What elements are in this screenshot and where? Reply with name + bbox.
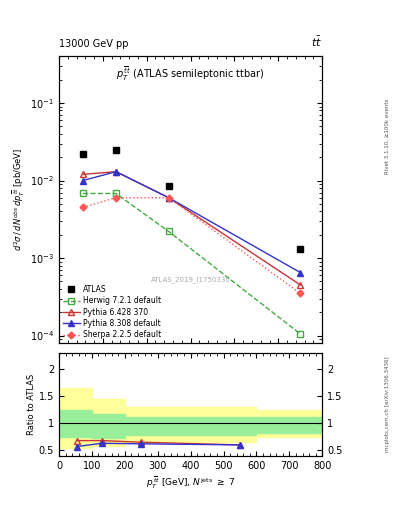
- Text: ATLAS_2019_I1750330: ATLAS_2019_I1750330: [151, 276, 231, 283]
- Text: 13000 GeV pp: 13000 GeV pp: [59, 38, 129, 49]
- Text: mcplots.cern.ch [arXiv:1306.3436]: mcplots.cern.ch [arXiv:1306.3436]: [385, 357, 389, 452]
- Text: $p_T^{\,\overline{t}t}$ (ATLAS semileptonic ttbar): $p_T^{\,\overline{t}t}$ (ATLAS semilepto…: [116, 65, 265, 83]
- Text: $t\bar{t}$: $t\bar{t}$: [311, 34, 322, 49]
- Legend: ATLAS, Herwig 7.2.1 default, Pythia 6.428 370, Pythia 8.308 default, Sherpa 2.2.: ATLAS, Herwig 7.2.1 default, Pythia 6.42…: [63, 285, 162, 339]
- X-axis label: $p^{\,\overline{t}t}_{T}$ [GeV], $N^{\mathrm{jets}}$ $\geq$ 7: $p^{\,\overline{t}t}_{T}$ [GeV], $N^{\ma…: [146, 475, 235, 491]
- Text: Rivet 3.1.10, ≥100k events: Rivet 3.1.10, ≥100k events: [385, 99, 389, 174]
- Y-axis label: Ratio to ATLAS: Ratio to ATLAS: [27, 374, 36, 435]
- Y-axis label: $d^2\sigma\,/\,dN^{obs}\,dp^{\,\overline{t}t}_{T}$ [pb/GeV]: $d^2\sigma\,/\,dN^{obs}\,dp^{\,\overline…: [11, 148, 27, 251]
